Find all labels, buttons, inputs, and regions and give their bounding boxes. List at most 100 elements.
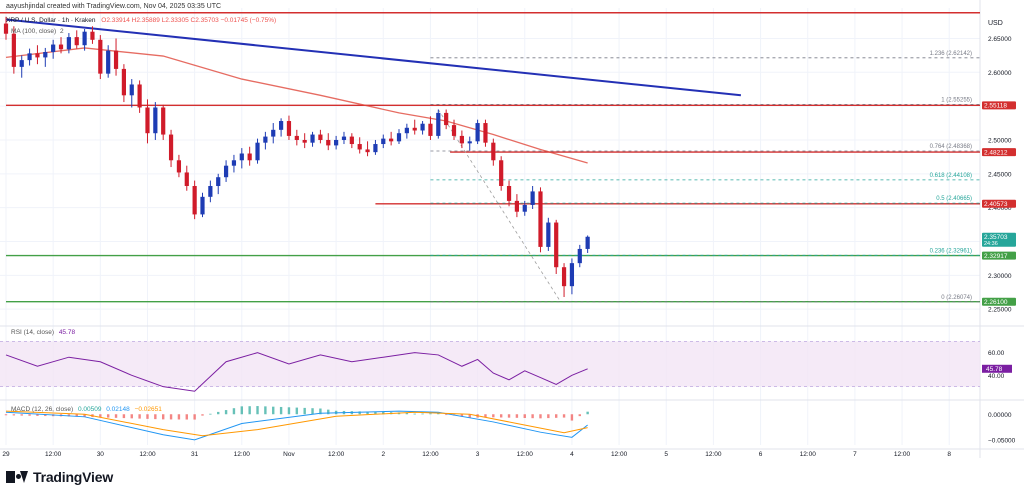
candle-body [326, 139, 331, 146]
time-axis-tick: Nov [283, 451, 295, 458]
macd-histogram-bar [460, 414, 464, 417]
time-axis-tick: 30 [97, 451, 105, 458]
price-axis-tick: 2.50000 [988, 137, 1012, 144]
macd-line [5, 410, 588, 441]
candle-body [106, 50, 111, 74]
candle-body [239, 153, 244, 161]
time-axis-tick: 12:00 [800, 451, 817, 458]
macd-signal-line [5, 410, 588, 437]
candle-body [3, 23, 9, 34]
fibonacci-levels: 1.236 (2.62142) 1 (2.55255) 0.764 (2.48368… [430, 51, 980, 303]
macd-histogram-bar [209, 413, 212, 415]
rsi-tag-box [982, 364, 1012, 373]
macd-histogram-bar [437, 413, 440, 415]
candle-body [530, 191, 535, 205]
macd-pane: 0.00000 −0.05000 [4, 406, 1016, 444]
trend-line-segment[interactable] [5, 18, 742, 97]
time-axis-tick: 12:00 [422, 451, 439, 458]
candle-body [223, 165, 229, 178]
tradingview-logo[interactable]: TradingView [6, 467, 113, 487]
candle-body [82, 31, 87, 46]
macd-histogram-bar [531, 414, 534, 419]
candle-body [483, 123, 488, 143]
macd-histogram-bar [106, 414, 110, 418]
candle-body [341, 136, 347, 140]
candle-body [279, 121, 284, 130]
macd-histogram-bar [12, 414, 16, 416]
macd-histogram-bar [547, 414, 550, 419]
candle-body [459, 135, 464, 144]
macd-histogram-bar [382, 411, 385, 415]
candle-body [585, 236, 590, 249]
candle-body [381, 138, 386, 145]
rsi-line [5, 352, 588, 392]
candle-body [129, 84, 134, 96]
candle-body [19, 60, 24, 67]
macd-histogram-bar [154, 414, 157, 420]
time-axis-tick: 8 [947, 451, 951, 458]
candle-body [51, 44, 56, 52]
macd-histogram-bar [177, 414, 181, 420]
tradingview-logo-icon [6, 471, 28, 483]
candle-body [176, 160, 182, 173]
moving-average [5, 47, 588, 164]
macd-histogram-bar [586, 411, 589, 415]
candle-body [121, 68, 126, 96]
macd-axis-tick: 0.00000 [988, 412, 1012, 419]
macd-histogram-bar [232, 408, 236, 415]
time-axis-tick: 4 [570, 451, 574, 458]
macd-histogram-bar [319, 408, 322, 415]
price-tag-label: 2.55118 [984, 103, 1007, 110]
macd-histogram-bar [468, 414, 471, 418]
candle-body [451, 125, 457, 136]
macd-histogram-bar [484, 414, 487, 418]
price-axis[interactable]: 2.650002.600002.550002.500002.450002.400… [988, 36, 1012, 314]
ma-legend: MA (100, close) 2 [11, 28, 64, 35]
macd-histogram-bar [44, 414, 47, 417]
macd-histogram-bar [83, 414, 86, 417]
candle-body [255, 142, 260, 161]
candle-body [184, 172, 189, 186]
macd-histogram-bar [405, 413, 409, 415]
trend-line[interactable] [5, 18, 742, 97]
candle-body [247, 153, 252, 161]
candle-body [412, 127, 417, 131]
macd-histogram-bar [185, 414, 188, 420]
macd-histogram-bar [413, 413, 416, 415]
rsi-last: 45.78 [58, 329, 76, 336]
macd-histogram-bar [570, 414, 574, 421]
time-axis-tick: 6 [759, 451, 763, 458]
macd-histogram-bar [366, 411, 369, 415]
candle-body [192, 185, 197, 215]
candle-body [153, 107, 158, 134]
time-axis-tick: 3 [476, 451, 480, 458]
candle-body [145, 107, 150, 134]
rsi-band [0, 341, 980, 387]
candle-body [98, 39, 103, 74]
candle-body [420, 123, 425, 131]
price-axis-tick: 2.65000 [988, 36, 1012, 43]
symbol-title: XRP / U.S. Dollar · 1h · Kraken [6, 17, 96, 24]
ma-value: 2 [59, 28, 64, 35]
macd-histogram-bar [303, 407, 306, 415]
fib-anchor-line [437, 109, 561, 302]
price-tag-box [982, 101, 1016, 110]
macd-histogram-bar [279, 406, 283, 415]
candle-body [310, 134, 315, 143]
candle-body [231, 160, 237, 166]
candle-body [491, 142, 496, 161]
macd-histogram-bar [193, 414, 196, 420]
time-axis-tick: 29 [2, 451, 10, 458]
price-axis-tick: 2.30000 [988, 273, 1012, 280]
fib-level-label: 0.764 (2.48368) [930, 144, 972, 150]
price-tag-label: 2.40573 [984, 201, 1008, 208]
candle-body [168, 134, 174, 161]
price-axis-tick: 2.60000 [988, 70, 1012, 77]
time-axis[interactable]: 29 12:00 30 12:00 31 12:00 Nov 12:00 2 12:00 3 12:0… [2, 451, 951, 458]
macd-histogram-bar [4, 414, 8, 416]
candle-body [357, 144, 362, 150]
candle-body [200, 196, 205, 215]
